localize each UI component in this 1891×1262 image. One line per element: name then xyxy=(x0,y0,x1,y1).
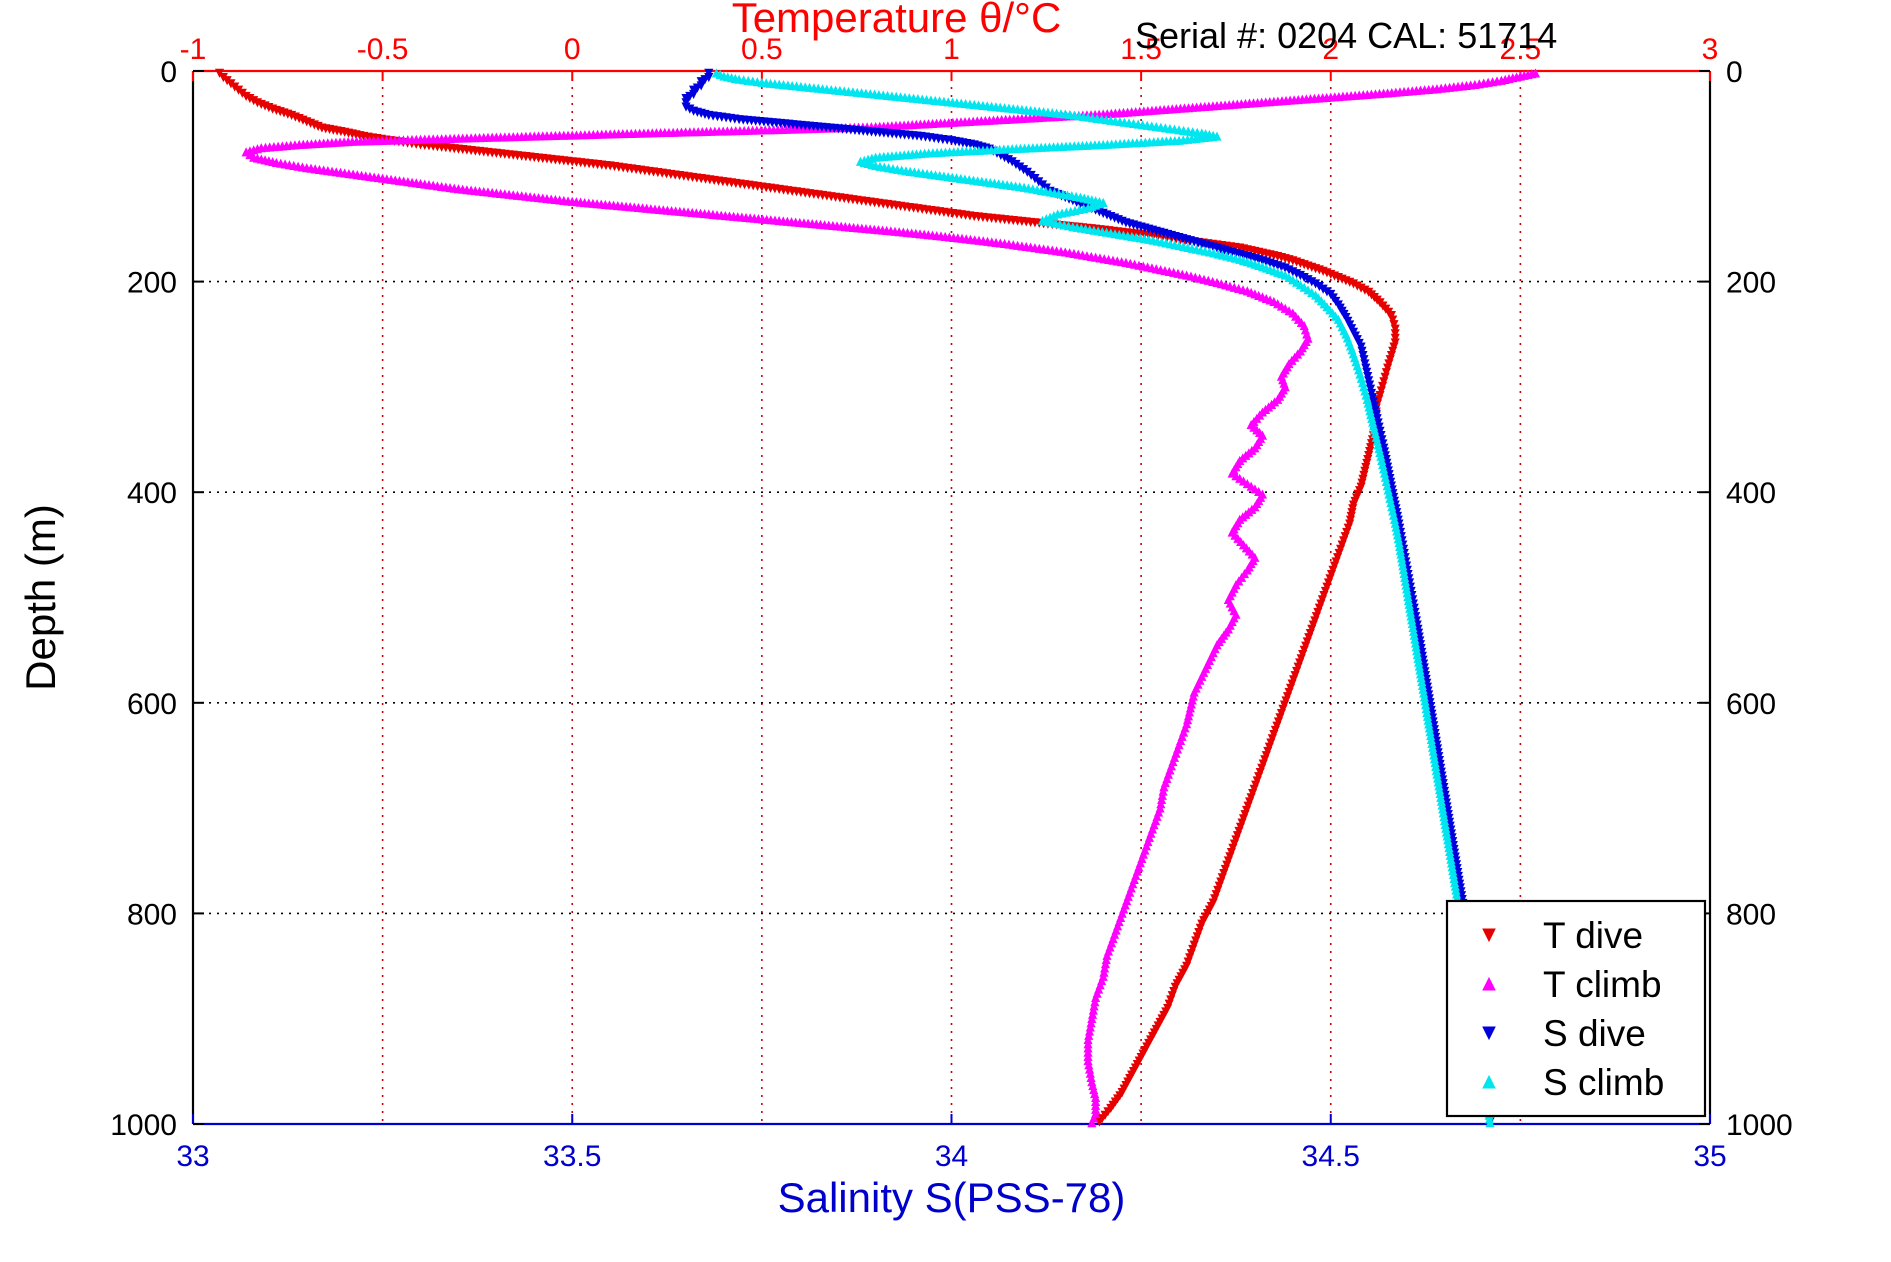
tick-label-depth-left: 1000 xyxy=(110,1109,177,1142)
tick-label-salinity: 33 xyxy=(176,1140,209,1173)
tick-label-depth-left: 0 xyxy=(160,56,177,89)
legend-item-s-dive[interactable]: S dive xyxy=(1482,1013,1646,1054)
tick-label-temperature: 0 xyxy=(564,33,581,66)
tick-label-depth-left: 400 xyxy=(127,477,177,510)
top-axis-title: Temperature θ/°C xyxy=(732,0,1062,41)
legend-marker-icon xyxy=(1482,1074,1496,1089)
legend-item-s-climb[interactable]: S climb xyxy=(1482,1062,1664,1103)
tick-label-depth-right: 800 xyxy=(1726,898,1776,931)
legend-marker-icon xyxy=(1482,976,1496,991)
tick-label-depth-right: 200 xyxy=(1726,267,1776,300)
tick-label-salinity: 34.5 xyxy=(1302,1140,1360,1173)
tick-label-temperature: 2 xyxy=(1322,33,1339,66)
tick-label-salinity: 34 xyxy=(935,1140,968,1173)
tick-label-depth-right: 1000 xyxy=(1726,1109,1793,1142)
tick-label-depth-right: 600 xyxy=(1726,688,1776,721)
tick-label-salinity: 35 xyxy=(1693,1140,1726,1173)
tick-label-temperature: -1 xyxy=(180,33,207,66)
tick-label-depth-left: 600 xyxy=(127,688,177,721)
tick-label-temperature: 1 xyxy=(943,33,960,66)
tick-label-temperature: 3 xyxy=(1702,33,1719,66)
legend-label: S dive xyxy=(1543,1013,1646,1054)
bottom-axis-title: Salinity S(PSS-78) xyxy=(778,1174,1126,1221)
tick-label-depth-right: 0 xyxy=(1726,56,1743,89)
tick-label-temperature: 0.5 xyxy=(741,33,783,66)
serial-cal-annotation: Serial #: 0204 CAL: 51714 xyxy=(1135,15,1557,56)
legend-marker-icon xyxy=(1482,928,1496,943)
series-markers xyxy=(711,68,1495,1128)
series-t-dive xyxy=(214,68,1400,1127)
tick-label-temperature: -0.5 xyxy=(357,33,409,66)
tick-label-depth-right: 400 xyxy=(1726,477,1776,510)
tick-label-salinity: 33.5 xyxy=(543,1140,601,1173)
legend-label: T dive xyxy=(1543,915,1643,956)
legend-item-t-dive[interactable]: T dive xyxy=(1482,915,1643,956)
left-axis-title: Depth (m) xyxy=(17,504,64,691)
series-markers xyxy=(214,68,1400,1127)
legend-label: S climb xyxy=(1543,1062,1664,1103)
legend-item-t-climb[interactable]: T climb xyxy=(1482,964,1662,1005)
tick-label-depth-left: 200 xyxy=(127,267,177,300)
series-s-climb xyxy=(711,68,1495,1128)
tick-label-temperature: 2.5 xyxy=(1500,33,1542,66)
legend-marker-icon xyxy=(1482,1026,1496,1041)
tick-label-temperature: 1.5 xyxy=(1120,33,1162,66)
legend-label: T climb xyxy=(1543,964,1662,1005)
tick-label-depth-left: 800 xyxy=(127,898,177,931)
